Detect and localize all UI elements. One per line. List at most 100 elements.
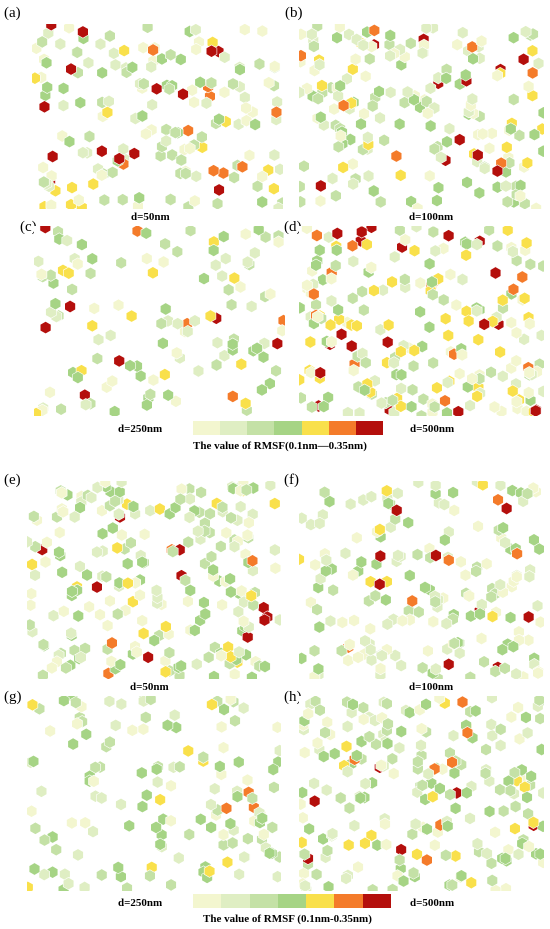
particle-hexagon <box>205 550 218 564</box>
particle-hexagon <box>479 161 491 175</box>
particle-hexagon <box>145 60 157 74</box>
particle-hexagon <box>403 705 416 720</box>
particle-hexagon <box>304 335 317 349</box>
particle-hexagon <box>299 391 307 405</box>
particle-hexagon <box>454 367 466 381</box>
particle-hexagon <box>28 509 40 523</box>
particle-hexagon <box>520 236 533 250</box>
particle-hexagon <box>471 237 483 252</box>
particle-hexagon <box>35 267 48 281</box>
particle-hexagon <box>494 578 506 592</box>
particle-hexagon <box>510 354 522 368</box>
particle-hexagon <box>509 822 521 836</box>
particle-hexagon <box>299 786 308 800</box>
particle-hexagon <box>392 548 404 563</box>
particle-hexagon <box>523 386 535 400</box>
particle-hexagon <box>196 130 208 144</box>
particle-hexagon <box>251 179 264 193</box>
particle-hexagon <box>299 85 305 99</box>
particle-hexagon <box>122 557 134 571</box>
particle-hexagon <box>99 481 111 489</box>
particle-hexagon <box>251 341 263 355</box>
particle-hexagon <box>272 235 285 249</box>
particle-hexagon <box>528 533 540 547</box>
legend-right-label-top: d=500nm <box>410 423 455 435</box>
particle-hexagon <box>346 239 359 253</box>
particle-hexagon <box>264 846 276 860</box>
particle-hexagon <box>98 193 110 207</box>
particle-hexagon <box>312 92 324 106</box>
particle-hexagon <box>315 179 327 193</box>
legend-swatch-5 <box>301 421 329 435</box>
particle-hexagon <box>310 258 322 272</box>
particle-hexagon <box>96 527 109 541</box>
particle-hexagon <box>319 726 331 740</box>
particle-hexagon <box>412 755 424 769</box>
particle-hexagon <box>183 510 196 524</box>
particle-hexagon <box>82 56 95 70</box>
particle-hexagon <box>485 856 498 870</box>
particle-hexagon <box>416 46 429 60</box>
particle-hexagon <box>310 867 323 881</box>
particle-hexagon <box>177 87 189 101</box>
particle-hexagon <box>267 762 279 777</box>
particle-hexagon <box>341 765 354 779</box>
particle-hexagon <box>508 766 521 780</box>
particle-hexagon <box>356 285 368 299</box>
particle-hexagon <box>519 780 531 794</box>
particle-hexagon <box>32 71 41 85</box>
particle-hexagon <box>115 697 127 711</box>
particle-hexagon <box>475 631 488 646</box>
particle-hexagon <box>356 226 368 239</box>
particle-hexagon <box>299 552 305 566</box>
particle-hexagon <box>509 799 522 814</box>
particle-hexagon <box>27 587 37 601</box>
particle-hexagon <box>375 758 387 772</box>
particle-hexagon <box>39 321 52 335</box>
particle-hexagon <box>499 851 512 866</box>
particle-hexagon <box>105 654 117 668</box>
panel-label-a: (a) <box>4 5 21 21</box>
particle-hexagon <box>183 827 195 842</box>
particle-hexagon <box>351 531 363 545</box>
particle-hexagon <box>270 364 282 378</box>
particle-hexagon <box>486 696 498 705</box>
particle-hexagon <box>315 110 327 124</box>
particle-hexagon <box>217 828 230 842</box>
particle-hexagon <box>27 598 37 612</box>
particle-hexagon <box>40 56 53 70</box>
particle-hexagon <box>514 189 526 203</box>
particle-hexagon <box>269 561 281 575</box>
particle-hexagon <box>345 339 358 353</box>
particle-hexagon <box>184 492 196 506</box>
rmsf-map-g <box>27 696 281 891</box>
particle-hexagon <box>351 319 363 333</box>
particle-hexagon <box>126 723 138 737</box>
particle-hexagon <box>180 166 192 181</box>
particle-hexagon <box>367 99 379 113</box>
particle-hexagon <box>406 594 418 608</box>
particle-hexagon <box>456 696 469 709</box>
particle-hexagon <box>299 511 308 525</box>
particle-hexagon <box>264 287 277 301</box>
particle-hexagon <box>114 658 126 672</box>
legend-swatch-4 <box>277 894 307 908</box>
particle-hexagon <box>144 504 156 518</box>
particle-hexagon <box>240 114 253 128</box>
particle-hexagon <box>150 583 163 597</box>
particle-hexagon <box>427 356 439 370</box>
panel-label-f: (f) <box>284 472 299 488</box>
particle-hexagon <box>115 797 127 811</box>
color-scale-bottom <box>193 894 391 908</box>
particle-hexagon <box>117 193 129 207</box>
particle-hexagon <box>472 148 484 162</box>
particle-hexagon <box>409 817 422 831</box>
particle-hexagon <box>382 496 394 510</box>
particle-hexagon <box>406 383 419 397</box>
particle-hexagon <box>527 66 539 80</box>
particle-hexagon <box>72 370 84 385</box>
particle-hexagon <box>74 559 86 573</box>
particle-hexagon <box>329 747 341 761</box>
particle-hexagon <box>113 152 125 166</box>
particle-hexagon <box>381 617 394 631</box>
